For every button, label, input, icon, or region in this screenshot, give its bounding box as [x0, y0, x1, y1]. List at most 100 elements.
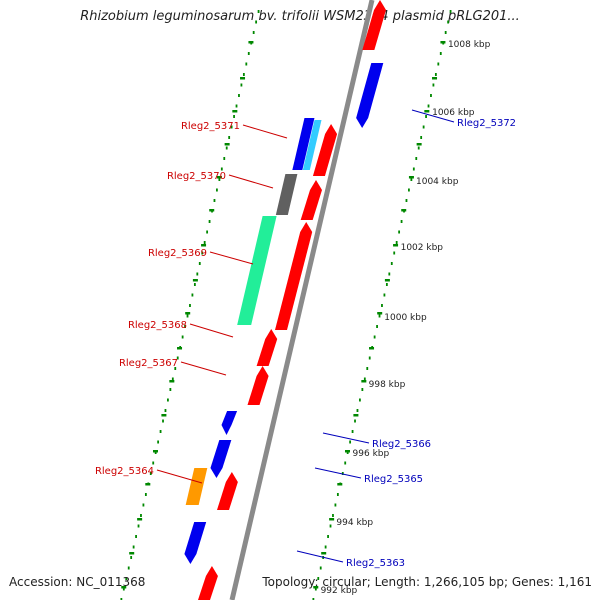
- tick-mark: [395, 241, 398, 244]
- tick-mark: [213, 199, 216, 202]
- tick-mark: [238, 94, 240, 97]
- tick-mark: [235, 104, 238, 108]
- tick-mark: [208, 220, 211, 223]
- tick-mark: [159, 430, 162, 433]
- scale-label: 1006 kbp: [432, 108, 475, 118]
- tick-mark: [327, 535, 329, 538]
- tick-mark: [228, 136, 231, 139]
- tick-mark: [216, 188, 218, 192]
- tick-mark: [349, 440, 352, 444]
- inner-tick-ring: [120, 10, 260, 600]
- tick-mark: [171, 377, 174, 381]
- major-tick: [369, 347, 375, 350]
- tick-mark: [317, 577, 320, 580]
- scale-label: 1002 kbp: [401, 243, 444, 253]
- tick-mark: [385, 283, 388, 286]
- major-tick: [353, 414, 359, 417]
- major-tick: [224, 143, 230, 146]
- tick-mark: [144, 493, 147, 496]
- tick-mark: [359, 398, 361, 402]
- major-tick: [384, 279, 390, 282]
- gene-feature: [256, 329, 278, 366]
- major-tick: [432, 77, 438, 80]
- tick-mark: [354, 419, 356, 423]
- tick-mark: [152, 461, 155, 465]
- tick-mark: [393, 251, 396, 255]
- tick-mark: [398, 230, 401, 234]
- tick-mark: [132, 545, 135, 549]
- tick-mark: [363, 377, 366, 381]
- tick-mark: [247, 52, 250, 55]
- tick-mark: [164, 409, 167, 412]
- scale-label: 1008 kbp: [448, 40, 491, 50]
- tick-mark: [225, 146, 228, 150]
- tick-mark: [430, 94, 432, 97]
- tick-mark: [400, 220, 403, 223]
- gene-label-left: Rleg2_5370: [167, 171, 226, 182]
- gene-feature: [221, 411, 238, 435]
- gene-label-right: Rleg2_5372: [457, 118, 516, 129]
- tick-mark: [174, 367, 177, 370]
- gene-feature: [356, 63, 384, 128]
- gene-feature: [210, 440, 232, 478]
- tick-mark: [125, 577, 128, 580]
- tick-mark: [206, 230, 209, 234]
- major-tick: [377, 312, 383, 315]
- major-tick: [153, 450, 158, 453]
- major-tick: [361, 380, 367, 383]
- tick-mark: [329, 524, 332, 528]
- tick-mark: [427, 104, 430, 108]
- tick-mark: [368, 356, 371, 360]
- tick-mark: [378, 314, 381, 318]
- major-tick: [329, 518, 335, 521]
- gene-feature: [184, 522, 207, 564]
- callout-line: [322, 432, 370, 444]
- tick-mark: [203, 241, 206, 244]
- major-tick: [145, 483, 151, 486]
- major-tick: [424, 110, 430, 113]
- tick-mark: [233, 115, 235, 118]
- tick-mark: [240, 83, 243, 87]
- tick-mark: [314, 587, 317, 591]
- callout-line: [296, 550, 344, 563]
- gene-feature: [300, 180, 322, 220]
- gene-callouts: Rleg2_5371 Rleg2_5370 Rleg2_5369 Rleg2_5368…: [95, 109, 516, 569]
- gene-feature: [275, 174, 298, 215]
- tick-mark: [189, 304, 191, 307]
- scale-label: 1000 kbp: [384, 313, 427, 323]
- tick-mark: [312, 598, 315, 600]
- tick-mark: [257, 10, 260, 13]
- tick-mark: [449, 10, 452, 13]
- tick-mark: [408, 188, 410, 192]
- gene-label-left: Rleg2_5364: [95, 466, 154, 477]
- major-tick: [185, 312, 191, 315]
- tick-mark: [366, 367, 369, 370]
- major-tick: [416, 143, 422, 146]
- tick-mark: [201, 251, 204, 255]
- gene-feature: [275, 222, 313, 330]
- tick-mark: [196, 272, 199, 276]
- tick-mark: [167, 398, 169, 402]
- tick-mark: [186, 314, 189, 318]
- major-tick: [129, 552, 135, 555]
- major-tick: [401, 209, 407, 212]
- gene-feature: [217, 472, 238, 510]
- gene-feature: [312, 124, 338, 176]
- scale-label: 994 kbp: [336, 518, 373, 528]
- tick-mark: [376, 325, 378, 328]
- tick-mark: [447, 20, 450, 24]
- gene-label-left: Rleg2_5371: [181, 121, 240, 132]
- tick-mark: [356, 409, 359, 412]
- tick-mark: [388, 272, 391, 276]
- scale-label: 1004 kbp: [416, 177, 459, 187]
- scale-label: 998 kbp: [369, 380, 406, 390]
- callout-line: [242, 124, 288, 139]
- major-tick: [337, 483, 343, 486]
- callout-line: [314, 467, 362, 479]
- major-tick: [177, 347, 183, 350]
- tick-mark: [390, 262, 393, 265]
- callout-line: [180, 361, 227, 376]
- tick-mark: [198, 262, 201, 265]
- major-tick: [232, 110, 238, 113]
